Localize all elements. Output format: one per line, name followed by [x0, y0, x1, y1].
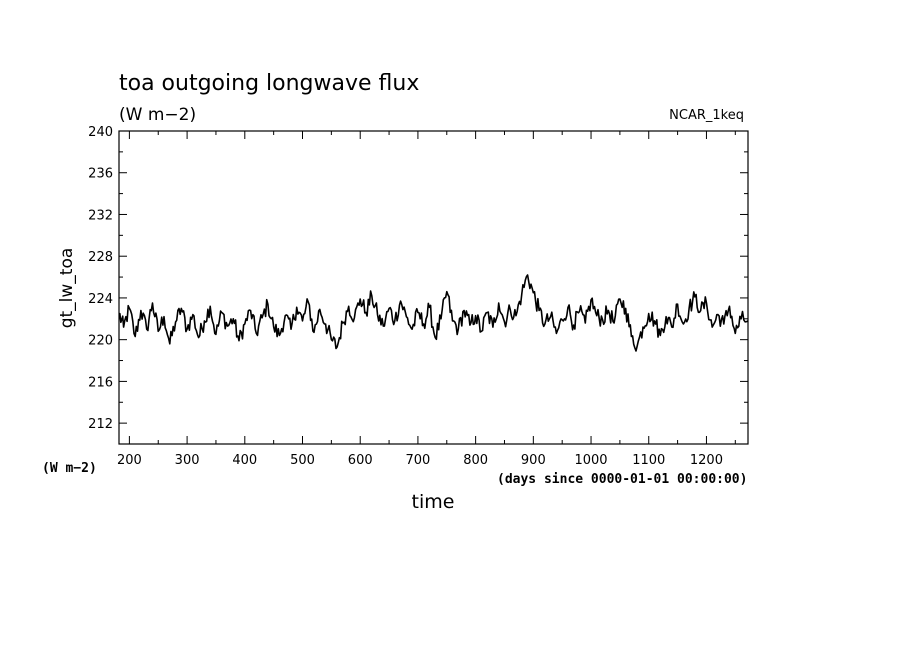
y-tick-label: 232	[88, 208, 113, 223]
y-tick-label: 240	[88, 125, 113, 140]
y-tick-label: 228	[88, 250, 113, 265]
x-tick-label: 200	[117, 453, 142, 468]
x-tick-label: 900	[521, 453, 546, 468]
y-unit-label: (W m−2)	[42, 461, 97, 476]
y-tick-label: 236	[88, 167, 113, 182]
x-axis: 200 300 400 500 600 700 800 900 1000 1100 1200	[117, 131, 736, 468]
y-tick-label: 224	[88, 292, 113, 307]
x-tick-label: 600	[348, 453, 373, 468]
chart-subtitle: (W m−2)	[119, 105, 196, 125]
x-tick-label: 300	[175, 453, 200, 468]
x-tick-label: 1100	[632, 453, 665, 468]
run-label: NCAR_1keq	[669, 108, 744, 123]
x-tick-label: 1000	[574, 453, 607, 468]
x-tick-label: 500	[290, 453, 315, 468]
x-axis-label: time	[412, 491, 455, 513]
plot-frame	[118, 130, 749, 445]
y-axis-label: gt_lw_toa	[57, 248, 77, 329]
y-tick-label: 216	[88, 375, 113, 390]
y-axis: 212 216 220 224 228 232 236 240	[88, 125, 748, 445]
x-tick-label: 700	[406, 453, 431, 468]
chart-title: toa outgoing longwave flux	[119, 71, 419, 96]
series-line	[118, 274, 749, 352]
x-tick-label: 800	[463, 453, 488, 468]
x-tick-label: 1200	[690, 453, 723, 468]
y-tick-label: 212	[88, 417, 113, 432]
y-tick-label: 220	[88, 334, 113, 349]
x-tick-label: 400	[232, 453, 257, 468]
x-unit-label: (days since 0000-01-01 00:00:00)	[497, 472, 747, 487]
